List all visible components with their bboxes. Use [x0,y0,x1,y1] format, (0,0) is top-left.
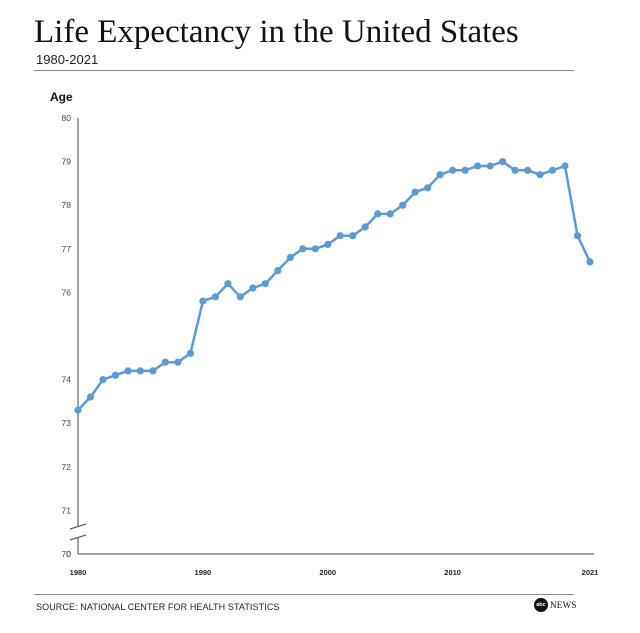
data-point [111,371,120,379]
data-point [161,358,169,366]
logo-wordmark: NEWS [550,600,577,610]
data-point [249,284,257,292]
x-tick-label: 2021 [582,568,599,577]
y-tick-label: 71 [62,505,72,515]
data-point [224,280,232,288]
x-tick-label: 2000 [319,568,336,577]
data-point [186,349,194,357]
x-tick-label: 1980 [70,568,87,577]
top-divider [34,70,574,71]
data-point [399,201,407,209]
data-point [136,367,144,375]
y-tick-label: 72 [62,462,72,472]
chart-title: Life Expectancy in the United States [34,14,519,50]
data-point [499,158,507,166]
data-point [286,253,294,262]
data-point [586,258,594,266]
data-point [524,166,532,174]
data-point [86,393,95,401]
data-point [573,232,582,240]
abc-news-logo: abc NEWS [534,598,577,612]
y-tick-label: 70 [62,549,72,559]
data-point [536,171,544,179]
series-points [74,158,594,414]
chart-subtitle: 1980-2021 [36,52,99,67]
source-note: SOURCE: NATIONAL CENTER FOR HEALTH STATI… [36,602,280,612]
data-point [99,376,107,384]
data-point [511,166,519,174]
y-tick-label: 76 [62,287,72,297]
data-point [74,406,82,414]
data-point [199,297,207,305]
data-point [336,232,344,240]
y-tick-label: 73 [62,418,72,428]
data-point [361,223,369,231]
y-axis-label: Age [50,90,73,104]
x-axis-ticks: 1980 1990 2000 2010 2021 [70,568,599,577]
data-point [349,232,357,240]
data-point [486,162,494,170]
data-point [261,280,269,288]
data-point [311,245,319,253]
data-point [324,240,332,248]
data-point [548,166,557,174]
data-point [299,245,307,253]
y-tick-label: 78 [62,200,72,210]
data-point [461,166,469,174]
data-point [149,367,157,375]
y-tick-label: 77 [62,244,72,254]
axis-break-mark [69,523,87,541]
abc-logo-icon: abc [534,598,548,612]
data-point [211,293,219,301]
data-point [236,293,244,301]
data-point [174,358,182,366]
data-point [449,166,457,174]
data-point [474,162,482,170]
y-tick-label: 80 [62,113,72,123]
data-point [386,210,394,218]
y-axis-ticks: 070 71 72 73 74 76 77 78 79 80 [62,113,72,559]
y-tick-label: 79 [62,157,72,167]
data-point [411,188,419,196]
y-tick-label: 0 [66,549,71,559]
data-point [424,184,432,192]
data-point [561,162,569,170]
x-tick-label: 1990 [195,568,212,577]
y-tick-label: 74 [62,375,72,385]
x-tick-label: 2010 [444,568,461,577]
data-point [374,210,382,218]
data-point [124,367,132,375]
data-point [436,171,444,179]
bottom-divider [34,594,574,595]
data-point [274,267,282,275]
